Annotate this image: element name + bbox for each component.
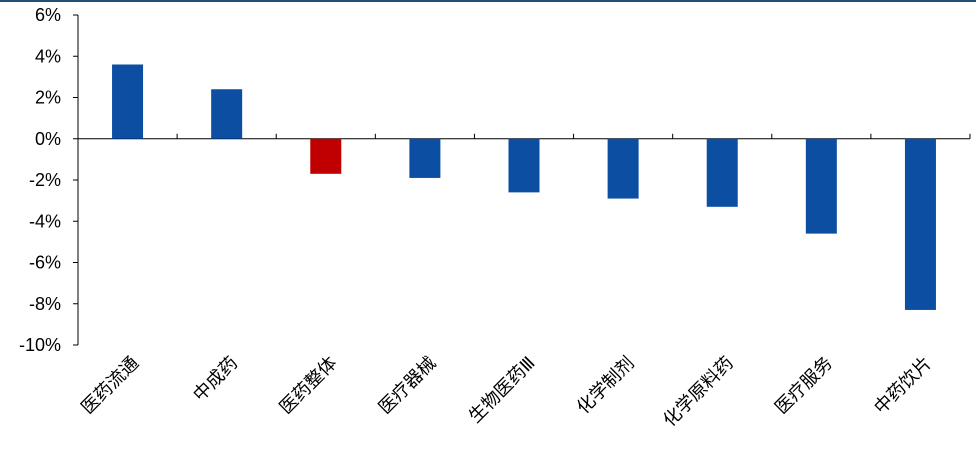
y-tick-label: 0% [35,129,61,149]
x-category-label: 医药流通 [77,353,143,419]
y-tick-label: 2% [35,88,61,108]
x-category-label: 医疗服务 [771,353,837,419]
y-tick-label: 4% [35,46,61,66]
x-category-label: 中药饮片 [870,353,936,419]
bar [508,138,540,193]
bar [112,64,144,139]
y-tick-label: -2% [29,170,61,190]
bar [904,138,936,310]
x-category-label: 化学制剂 [573,353,639,419]
bar [706,138,738,207]
y-tick-label: 6% [35,5,61,25]
bar [310,138,342,174]
bar [607,138,639,199]
y-tick-label: -10% [19,335,61,355]
x-category-label: 生物医药Ⅲ [465,353,540,428]
bar [805,138,837,234]
x-category-label: 医疗器械 [375,353,441,419]
top-rule [0,0,976,2]
bar [409,138,441,178]
x-category-label: 中成药 [189,353,242,406]
x-category-label: 化学原料药 [659,353,737,431]
bar [211,89,243,139]
y-tick-label: -6% [29,253,61,273]
y-tick-label: -4% [29,211,61,231]
y-tick-label: -8% [29,294,61,314]
x-category-label: 医药整体 [276,353,342,419]
